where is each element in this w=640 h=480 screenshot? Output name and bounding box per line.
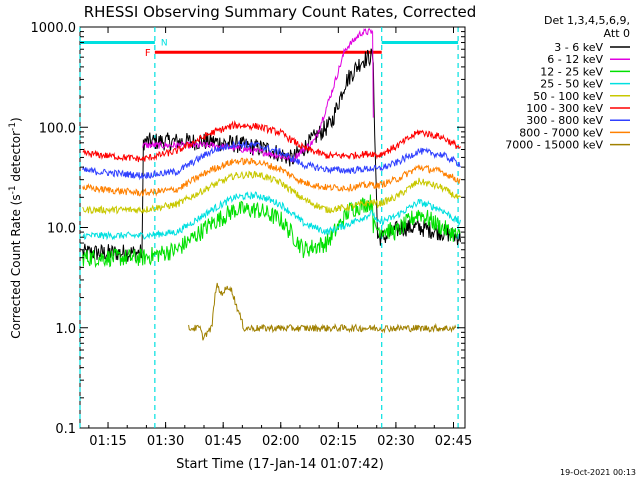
footer-timestamp: 19-Oct-2021 00:13 — [560, 468, 636, 477]
flare-marker-label: F — [145, 48, 151, 59]
series-line-6 — [82, 119, 461, 163]
x-tick-label-5: 02:15 — [320, 434, 357, 449]
y-tick-label-1: 0.1 — [55, 422, 76, 437]
y-tick-label-3: 10.0 — [47, 222, 76, 237]
series-line-5 — [82, 170, 461, 215]
chart-title: RHESSI Observing Summary Count Rates, Co… — [84, 3, 477, 21]
axis-ticks-layer: 01:15 01:30 01:45 02:00 02:15 02:30 02:45 0.1 1.… — [31, 21, 473, 449]
y-tick-label-4: 100.0 — [39, 121, 76, 136]
legend-header-line-1: Det 1,3,4,5,6,9, — [544, 14, 630, 27]
x-tick-label-7: 02:45 — [435, 434, 472, 449]
legend-label-9: 7000 - 15000 keV — [505, 139, 603, 152]
y-tick-label-2: 1.0 — [55, 322, 76, 337]
legend-label-6: 100 - 300 keV — [526, 102, 603, 115]
legend-label-4: 25 - 50 keV — [540, 78, 603, 91]
legend-label-5: 50 - 100 keV — [533, 90, 603, 103]
series-line-2 — [142, 27, 374, 163]
series-line-9 — [188, 282, 457, 341]
legend-label-3: 12 - 25 keV — [540, 65, 603, 78]
y-tick-label-5: 1000.0 — [31, 21, 77, 36]
saa-marker-label: N — [161, 39, 168, 49]
x-tick-label-6: 02:30 — [377, 434, 414, 449]
legend-label-8: 800 - 7000 keV — [519, 126, 603, 139]
x-tick-label-2: 01:30 — [147, 434, 184, 449]
series-layer — [82, 27, 461, 341]
legend-label-1: 3 - 6 keV — [554, 41, 603, 54]
series-line-7 — [82, 139, 461, 181]
legend-label-7: 300 - 800 keV — [526, 114, 603, 127]
plot-markers-layer: NF — [79, 27, 459, 428]
x-tick-label-1: 01:15 — [89, 434, 126, 449]
series-line-8 — [82, 157, 461, 197]
x-tick-label-4: 02:00 — [262, 434, 299, 449]
series-line-3 — [82, 194, 461, 269]
series-line-4 — [82, 191, 461, 241]
legend-header-line-2: Att 0 — [604, 27, 630, 40]
x-axis-label: Start Time (17-Jan-14 01:07:42) — [176, 457, 384, 472]
y-axis-label: Corrected Count Rate (s-1 detector-1) — [8, 117, 23, 338]
legend-label-2: 6 - 12 keV — [547, 53, 603, 66]
x-tick-label-3: 01:45 — [204, 434, 241, 449]
